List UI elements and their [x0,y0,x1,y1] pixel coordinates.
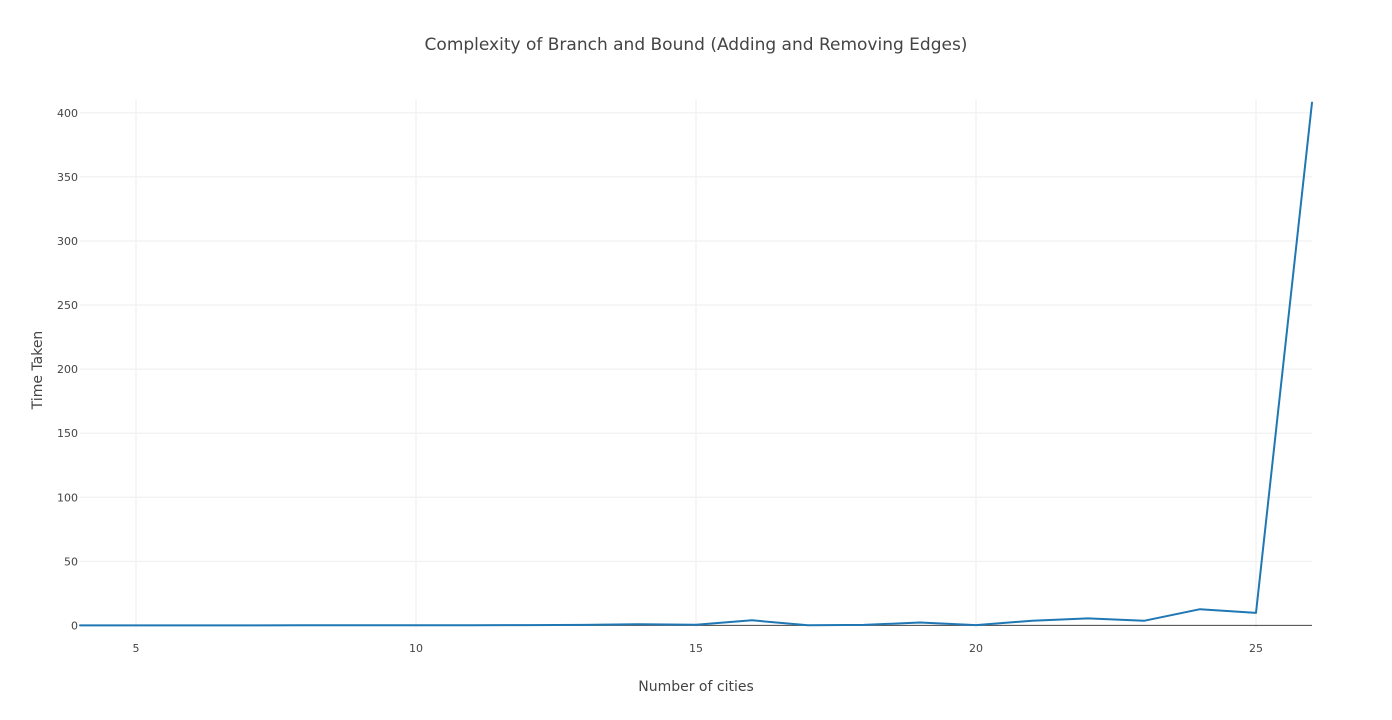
y-tick-label: 100 [57,491,78,504]
x-tick-label: 25 [1249,642,1263,655]
x-tick-label: 10 [409,642,423,655]
series-line-0 [79,101,1313,627]
y-tick-label: 200 [57,363,78,376]
x-tick-label: 5 [133,642,140,655]
y-tick-label: 150 [57,427,78,440]
y-tick-label: 0 [71,619,78,632]
y-axis-title: Time Taken [30,331,46,411]
x-axis-ticks: 5 10 15 20 25 [133,642,1264,655]
y-tick-label: 400 [57,107,78,120]
y-axis-ticks: 0 50 100 150 200 250 300 350 400 [57,107,78,633]
x-tick-label: 15 [689,642,703,655]
y-tick-label: 250 [57,299,78,312]
chart-title: Complexity of Branch and Bound (Adding a… [425,35,968,55]
y-tick-label: 50 [64,555,78,568]
y-tick-label: 350 [57,171,78,184]
series-layer [79,101,1313,627]
x-tick-label: 20 [969,642,983,655]
x-axis-title: Number of cities [638,679,754,695]
grid [80,100,1312,628]
y-tick-label: 300 [57,235,78,248]
